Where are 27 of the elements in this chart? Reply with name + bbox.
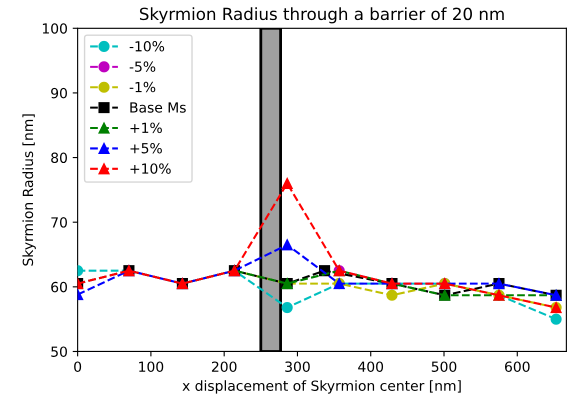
point [282, 302, 293, 314]
legend-label: Base Ms [130, 102, 186, 113]
x-tick-label: 300 [285, 361, 310, 372]
y-tick-label: 90 [51, 88, 67, 98]
legend-label: -1% [130, 82, 156, 92]
x-tick-label: 0 [74, 361, 82, 372]
y-axis-title: Skyrmion Radius [nm] [22, 114, 36, 266]
x-tick-label: 200 [212, 361, 237, 372]
legend-label: -5% [130, 61, 156, 72]
x-axis-title: x displacement of Skyrmion center [nm] [182, 380, 461, 394]
legend-label: -10% [130, 41, 164, 52]
x-tick-label: 600 [504, 361, 530, 372]
chart-title: Skyrmion Radius through a barrier of 20 nm [140, 7, 504, 24]
legend-label: +1% [130, 122, 162, 134]
y-tick-label: 70 [51, 217, 67, 228]
legend-label: +5% [130, 142, 162, 154]
point [550, 314, 562, 325]
x-tick-label: 400 [358, 361, 384, 372]
y-tick-label: 50 [51, 346, 67, 357]
y-tick-label: 60 [51, 282, 67, 292]
legend-label: +10% [130, 163, 171, 174]
point [282, 178, 293, 189]
point [386, 290, 398, 301]
y-tick-label: 80 [51, 152, 67, 164]
x-tick-label: 500 [432, 361, 456, 372]
x-tick-label: 100 [139, 361, 164, 372]
y-tick-label: 100 [42, 23, 67, 34]
